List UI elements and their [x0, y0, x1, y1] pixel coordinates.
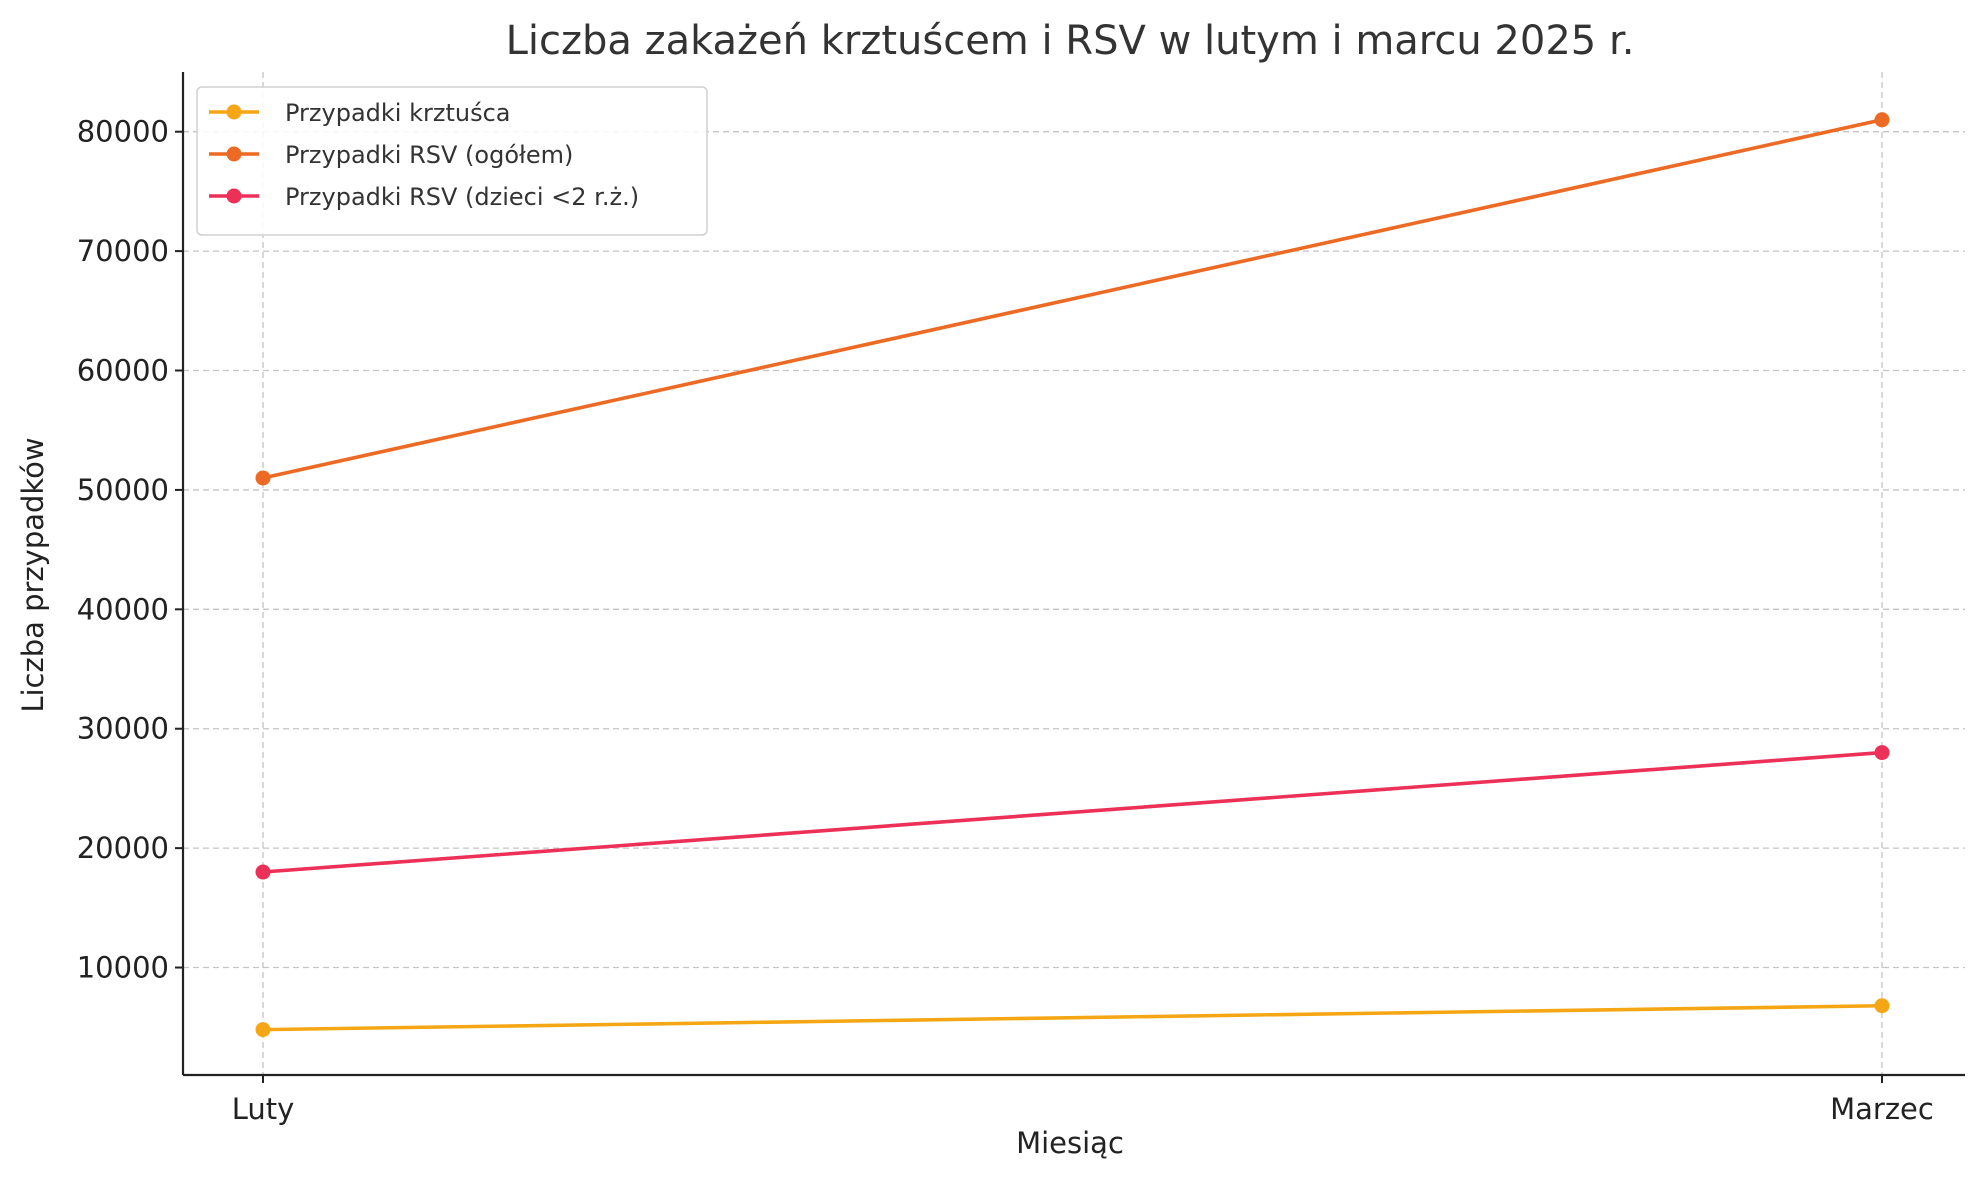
- y-tick-label: 60000: [77, 354, 169, 388]
- y-tick-label: 40000: [77, 592, 169, 626]
- data-point: [255, 1022, 271, 1038]
- legend-label: Przypadki RSV (dzieci <2 r.ż.): [285, 183, 639, 211]
- data-point: [255, 470, 271, 486]
- series-2: [255, 745, 1890, 880]
- legend-box: [196, 86, 708, 236]
- data-point: [255, 864, 271, 880]
- series-line: [262, 1003, 1883, 1032]
- series-0: [255, 998, 1890, 1038]
- axes: 10000 20000 30000 40000 50000 60000 70000 80000…: [77, 72, 1965, 1126]
- x-axis-label: Miesiąc: [1016, 1126, 1124, 1160]
- legend-label: Przypadki krztuśca: [285, 99, 510, 127]
- y-tick-label: 80000: [77, 115, 169, 149]
- chart-title: Liczba zakażeń krztuścem i RSV w lutym i…: [506, 18, 1635, 64]
- series-layer: [255, 112, 1890, 1038]
- series-1: [255, 112, 1890, 486]
- series-line: [262, 118, 1883, 480]
- x-tick-label: Marzec: [1830, 1092, 1934, 1126]
- y-tick-label: 50000: [77, 473, 169, 507]
- data-point: [1874, 998, 1890, 1014]
- x-tick-label: Luty: [232, 1092, 295, 1126]
- legend-label: Przypadki RSV (ogółem): [285, 141, 573, 169]
- legend-item: Przypadki krztuśca: [209, 99, 510, 127]
- data-point: [1874, 745, 1890, 761]
- legend: Przypadki krztuśca Przypadki RSV (ogółem)…: [196, 86, 708, 236]
- legend-swatch-marker: [226, 146, 242, 162]
- y-tick-label: 30000: [77, 712, 169, 746]
- data-point: [1874, 112, 1890, 128]
- y-tick-label: 20000: [77, 831, 169, 865]
- legend-swatch-marker: [226, 188, 242, 204]
- y-tick-label: 70000: [77, 234, 169, 268]
- grid: [183, 72, 1965, 1075]
- legend-item: Przypadki RSV (dzieci <2 r.ż.): [209, 183, 639, 211]
- legend-item: Przypadki RSV (ogółem): [209, 141, 573, 169]
- series-line: [262, 750, 1883, 874]
- legend-swatch-marker: [226, 104, 242, 120]
- y-tick-label: 10000: [77, 951, 169, 985]
- y-axis-label: Liczba przypadków: [16, 437, 50, 712]
